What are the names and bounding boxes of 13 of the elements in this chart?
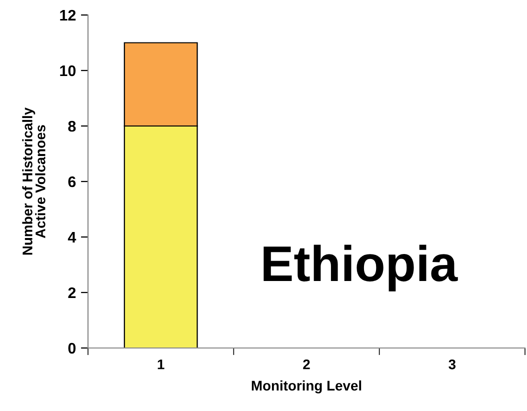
x-tick-label: 3 xyxy=(448,359,456,370)
y-tick-label: 0 xyxy=(68,342,76,354)
y-tick-label: 12 xyxy=(60,10,76,21)
y-tick-label: 4 xyxy=(68,232,76,243)
x-axis-title: Monitoring Level xyxy=(252,380,362,394)
x-tick-label: 2 xyxy=(303,359,310,370)
y-axis-title: Number of Historically Active Volcanoes xyxy=(22,107,46,255)
y-tick-label: 10 xyxy=(60,65,76,76)
y-tick-label: 8 xyxy=(68,120,76,132)
y-tick-label: 2 xyxy=(68,287,76,298)
x-tick-label: 1 xyxy=(158,360,164,370)
annotation: Ethiopia xyxy=(264,244,458,292)
y-tick-label: 6 xyxy=(68,176,76,188)
